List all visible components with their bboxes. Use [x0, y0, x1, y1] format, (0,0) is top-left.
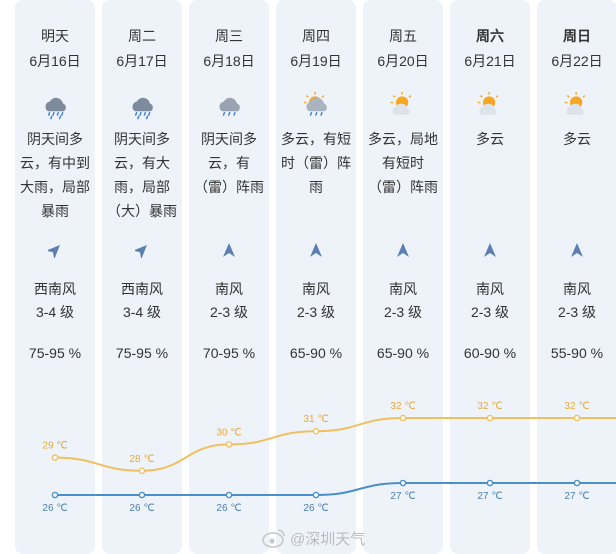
- low-temp-point: [486, 479, 494, 487]
- watermark: @深圳天气: [290, 531, 366, 548]
- weather-description: 阴天间多云，有大雨，局部（大）暴雨: [107, 131, 177, 219]
- wind-direction-icon: [45, 242, 62, 260]
- forecast-day-3: 周四 6月19日多云，有短时（雷）阵雨南风 2-3 级 65-90 %: [276, 0, 356, 554]
- low-temp-point: [573, 479, 581, 487]
- day-label: 周二: [128, 28, 156, 44]
- wind-direction-icon: [483, 242, 497, 258]
- high-temp-point: [225, 441, 233, 448]
- forecast-day-0: 明天 6月16日阴天间多云，有中到大雨，局部暴雨西南风 3-4 级 75-95 %: [15, 0, 95, 554]
- wind-level: 2-3 级: [383, 304, 423, 320]
- humidity: 65-90 %: [376, 345, 430, 361]
- low-temp-label: 26 ℃: [129, 503, 154, 514]
- heavy-rain-icon: [45, 97, 66, 120]
- high-temp-point: [138, 467, 146, 475]
- humidity: 75-95 %: [28, 345, 82, 361]
- high-temp-label: 32 ℃: [477, 401, 502, 412]
- wind-direction: 南风: [563, 281, 591, 297]
- low-temp-label: 26 ℃: [303, 503, 328, 514]
- high-temp-point: [51, 454, 59, 461]
- weather-description: 多云，局地有短时（雷）阵雨: [368, 131, 438, 195]
- low-temp-label: 27 ℃: [390, 491, 415, 502]
- humidity: 60-90 %: [463, 345, 517, 361]
- low-temp-line: [55, 481, 616, 497]
- date-label: 6月17日: [116, 53, 168, 69]
- day-label: 周六: [476, 28, 504, 44]
- date-label: 6月18日: [203, 53, 255, 69]
- low-temp-point: [225, 491, 233, 499]
- date-label: 6月19日: [290, 53, 342, 69]
- forecast-day-4: 周五 6月20日多云，局地有短时（雷）阵雨南风 2-3 级 65-90 %: [363, 0, 443, 554]
- wind-direction: 南风: [389, 281, 417, 297]
- wind-level: 2-3 级: [209, 304, 249, 320]
- low-temp-label: 26 ℃: [42, 503, 67, 514]
- weibo-logo-icon: [262, 529, 285, 548]
- low-temp-point: [312, 491, 320, 499]
- wind-level: 2-3 级: [557, 304, 597, 320]
- low-temp-point: [138, 491, 146, 499]
- wind-direction-icon: [222, 242, 236, 258]
- day-label: 明天: [41, 28, 69, 44]
- day-label: 周四: [302, 28, 330, 44]
- wind-direction-icon: [570, 242, 584, 258]
- rain-icon: [219, 97, 240, 116]
- partly-cloudy-icon: [390, 92, 412, 115]
- high-temp-label: 32 ℃: [390, 401, 415, 412]
- cloudy-rain-icon: [303, 92, 327, 116]
- wind-direction: 南风: [215, 281, 243, 297]
- wind-direction: 南风: [476, 281, 504, 297]
- wind-direction-icon: [132, 242, 149, 260]
- low-temp-label: 27 ℃: [564, 491, 589, 502]
- partly-cloudy-icon: [477, 92, 499, 115]
- humidity: 55-90 %: [550, 345, 604, 361]
- day-label: 周日: [563, 28, 591, 44]
- wind-direction-icon: [309, 242, 323, 258]
- humidity: 65-90 %: [289, 345, 343, 361]
- wind-level: 2-3 级: [470, 304, 510, 320]
- forecast-day-1: 周二 6月17日阴天间多云，有大雨，局部（大）暴雨西南风 3-4 级 75-95 %: [102, 0, 182, 554]
- high-temp-point: [312, 427, 320, 435]
- wind-direction: 南风: [302, 281, 330, 297]
- date-label: 6月22日: [551, 53, 603, 69]
- wind-direction-icon: [396, 242, 410, 258]
- high-temp-label: 29 ℃: [42, 441, 67, 452]
- low-temp-point: [51, 491, 59, 499]
- high-temp-point: [573, 414, 581, 422]
- date-label: 6月21日: [464, 53, 516, 69]
- partly-cloudy-icon: [564, 92, 586, 115]
- high-temp-point: [399, 414, 407, 422]
- weather-description: 阴天间多云，有（雷）阵雨: [194, 131, 264, 195]
- low-temp-point: [399, 479, 407, 487]
- high-temp-label: 28 ℃: [129, 454, 154, 465]
- humidity: 75-95 %: [115, 345, 169, 361]
- forecast-day-5: 周六 6月21日多云南风 2-3 级 60-90 %: [450, 0, 530, 554]
- weather-description: 多云: [563, 131, 591, 147]
- high-temp-label: 31 ℃: [303, 414, 328, 425]
- high-temp-label: 30 ℃: [216, 427, 241, 438]
- wind-direction: 西南风: [34, 281, 76, 297]
- weather-description: 多云，有短时（雷）阵雨: [281, 131, 351, 195]
- high-temp-line: [54, 416, 616, 472]
- wind-direction: 西南风: [121, 281, 163, 297]
- weather-description: 阴天间多云，有中到大雨，局部暴雨: [20, 131, 90, 219]
- weather-description: 多云: [476, 131, 504, 147]
- forecast-day-2: 周三 6月18日阴天间多云，有（雷）阵雨南风 2-3 级 70-95 %: [189, 0, 269, 554]
- low-temp-label: 26 ℃: [216, 503, 241, 514]
- forecast-day-6: 周日 6月22日多云南风 2-3 级 55-90 %: [537, 0, 616, 554]
- high-temp-point: [486, 414, 494, 422]
- day-label: 周五: [389, 28, 417, 44]
- heavy-rain-icon: [132, 97, 153, 120]
- wind-level: 2-3 级: [296, 304, 336, 320]
- day-label: 周三: [215, 28, 243, 44]
- high-temp-label: 32 ℃: [564, 401, 589, 412]
- date-label: 6月20日: [377, 53, 429, 69]
- wind-level: 3-4 级: [35, 304, 75, 320]
- wind-level: 3-4 级: [122, 304, 162, 320]
- humidity: 70-95 %: [202, 345, 256, 361]
- low-temp-label: 27 ℃: [477, 491, 502, 502]
- date-label: 6月16日: [29, 53, 81, 69]
